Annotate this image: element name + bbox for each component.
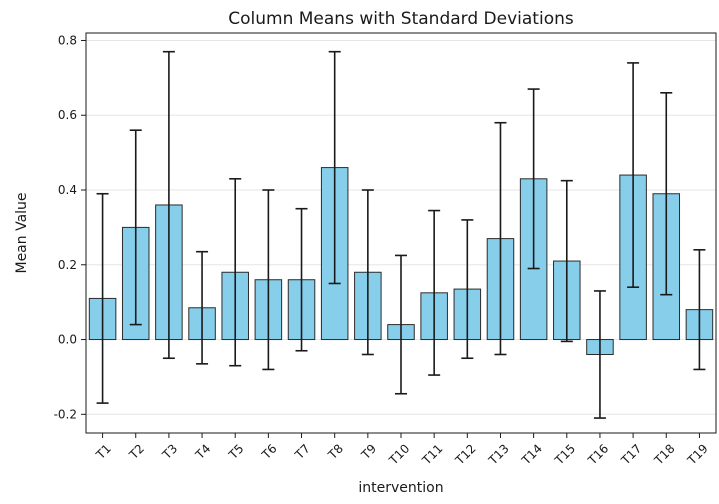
y-tick-label: -0.2 (54, 407, 77, 421)
x-tick-label: T10 (386, 441, 413, 468)
x-tick-label: T19 (684, 441, 711, 468)
x-tick-label: T9 (358, 441, 379, 462)
x-tick-label: T5 (225, 441, 246, 462)
y-tick-label: 0.0 (58, 333, 77, 347)
x-tick-label: T1 (93, 441, 114, 462)
x-tick-label: T17 (618, 441, 645, 468)
chart-title: Column Means with Standard Deviations (228, 9, 574, 29)
x-axis-label: intervention (358, 480, 443, 496)
x-tick-label: T12 (452, 441, 479, 468)
y-tick-label: 0.6 (58, 108, 77, 122)
x-tick-label: T13 (485, 441, 512, 468)
x-tick-label: T18 (651, 441, 678, 468)
x-tick-label: T4 (192, 441, 213, 462)
x-tick-label: T16 (585, 441, 612, 468)
x-tick-label: T14 (518, 441, 545, 468)
y-tick-label: 0.2 (58, 258, 77, 272)
x-tick-label: T8 (325, 441, 346, 462)
x-axis-ticks: T1 T2 T3 T4 T5 T6 T7 T8 T9 T10 T11 T12 T13 T14 T15 T16 T… (93, 433, 711, 468)
x-tick-label: T11 (419, 441, 446, 468)
x-tick-label: T3 (159, 441, 180, 462)
y-axis-ticks: -0.2 0.0 0.2 0.4 0.6 0.8 (54, 33, 86, 421)
error-bars (96, 50, 706, 419)
x-tick-label: T15 (552, 441, 579, 468)
y-axis-label: Mean Value (14, 192, 30, 273)
y-tick-label: 0.8 (58, 33, 77, 47)
x-tick-label: T7 (292, 441, 313, 462)
y-tick-label: 0.4 (58, 183, 77, 197)
x-tick-label: T2 (126, 441, 147, 462)
x-tick-label: T6 (259, 441, 280, 462)
